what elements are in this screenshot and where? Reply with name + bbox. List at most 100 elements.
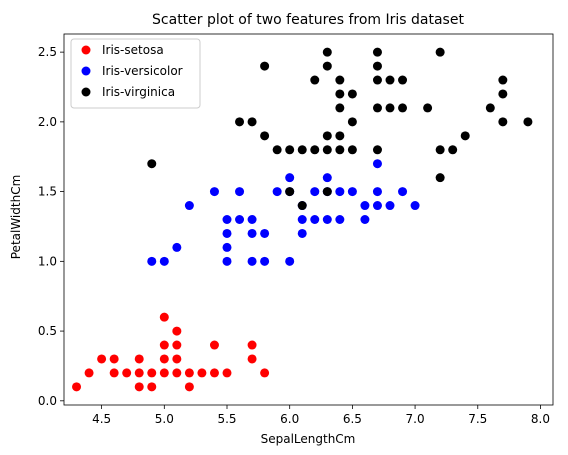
data-point [372,187,382,197]
data-point [184,201,194,211]
data-point [197,368,207,378]
data-point [372,159,382,169]
legend-box [70,38,201,109]
chart-title: Scatter plot of two features from Iris d… [152,12,464,28]
data-point [84,368,94,378]
data-point [134,368,144,378]
data-point [172,368,182,378]
y-tick-label: 1.5 [38,185,57,199]
data-point [372,61,382,71]
data-point [498,117,508,127]
data-point [159,256,169,266]
data-point [272,145,282,155]
data-point [222,256,232,266]
data-point [247,228,257,238]
data-point [147,256,157,266]
data-point [435,145,445,155]
legend-label: Iris-versicolor [102,64,183,78]
x-tick-label: 7.0 [406,412,425,426]
data-point [322,61,332,71]
x-tick-label: 4.5 [92,412,111,426]
data-point [360,201,370,211]
data-point [134,382,144,392]
data-point [235,187,245,197]
data-point [335,187,345,197]
data-point [159,340,169,350]
data-point [260,131,270,141]
plot-area [63,33,554,406]
plot-frame [63,33,554,406]
data-point [297,228,307,238]
data-point [222,368,232,378]
data-point [297,215,307,224]
data-point [235,215,245,224]
y-tick-label: 0.0 [38,394,57,408]
data-point [498,89,508,99]
data-point [372,103,382,113]
data-point [347,89,357,99]
data-point [260,368,270,378]
data-point [347,187,357,197]
data-point [109,354,119,364]
data-point [172,242,182,252]
x-tick-label: 5.0 [155,412,174,426]
data-point [260,256,270,266]
data-point [410,201,420,211]
data-point [247,354,257,364]
data-point [335,215,345,224]
data-point [159,312,169,322]
data-point [310,145,320,155]
data-point [297,201,307,211]
data-point [209,187,219,197]
data-point [385,103,395,113]
data-point [159,354,169,364]
x-tick-label: 5.5 [217,412,236,426]
data-point [260,228,270,238]
data-point [335,103,345,113]
legend-marker [81,45,91,55]
data-point [322,173,332,183]
data-point [247,340,257,350]
data-point [184,382,194,392]
data-point [385,75,395,85]
data-point [222,215,232,224]
data-point [247,117,257,127]
data-point [360,215,370,224]
x-tick-label: 6.5 [343,412,362,426]
x-tick-label: 6.0 [280,412,299,426]
data-point [310,187,320,197]
data-point [347,145,357,155]
legend-label: Iris-setosa [102,43,164,57]
data-point [335,131,345,141]
data-point [322,145,332,155]
data-point [297,145,307,155]
data-point [285,173,295,183]
data-point [222,228,232,238]
data-point [172,340,182,350]
data-point [335,145,345,155]
data-point [285,187,295,197]
data-point [235,117,245,127]
data-point [247,256,257,266]
data-point [498,75,508,85]
data-point [448,145,458,155]
data-point [285,256,295,266]
series-iris-setosa [72,312,270,392]
data-point [485,103,495,113]
data-point [172,354,182,364]
data-point [72,382,82,392]
x-tick-label: 8.0 [531,412,550,426]
data-point [322,47,332,57]
data-point [209,368,219,378]
y-axis-label: PetalWidthCm [9,175,23,260]
y-tick-label: 0.5 [38,324,57,338]
data-point [260,61,270,71]
data-point [109,368,119,378]
data-point [322,187,332,197]
data-point [209,340,219,350]
data-point [322,215,332,224]
data-point [372,145,382,155]
data-point [172,326,182,336]
data-point [347,117,357,127]
